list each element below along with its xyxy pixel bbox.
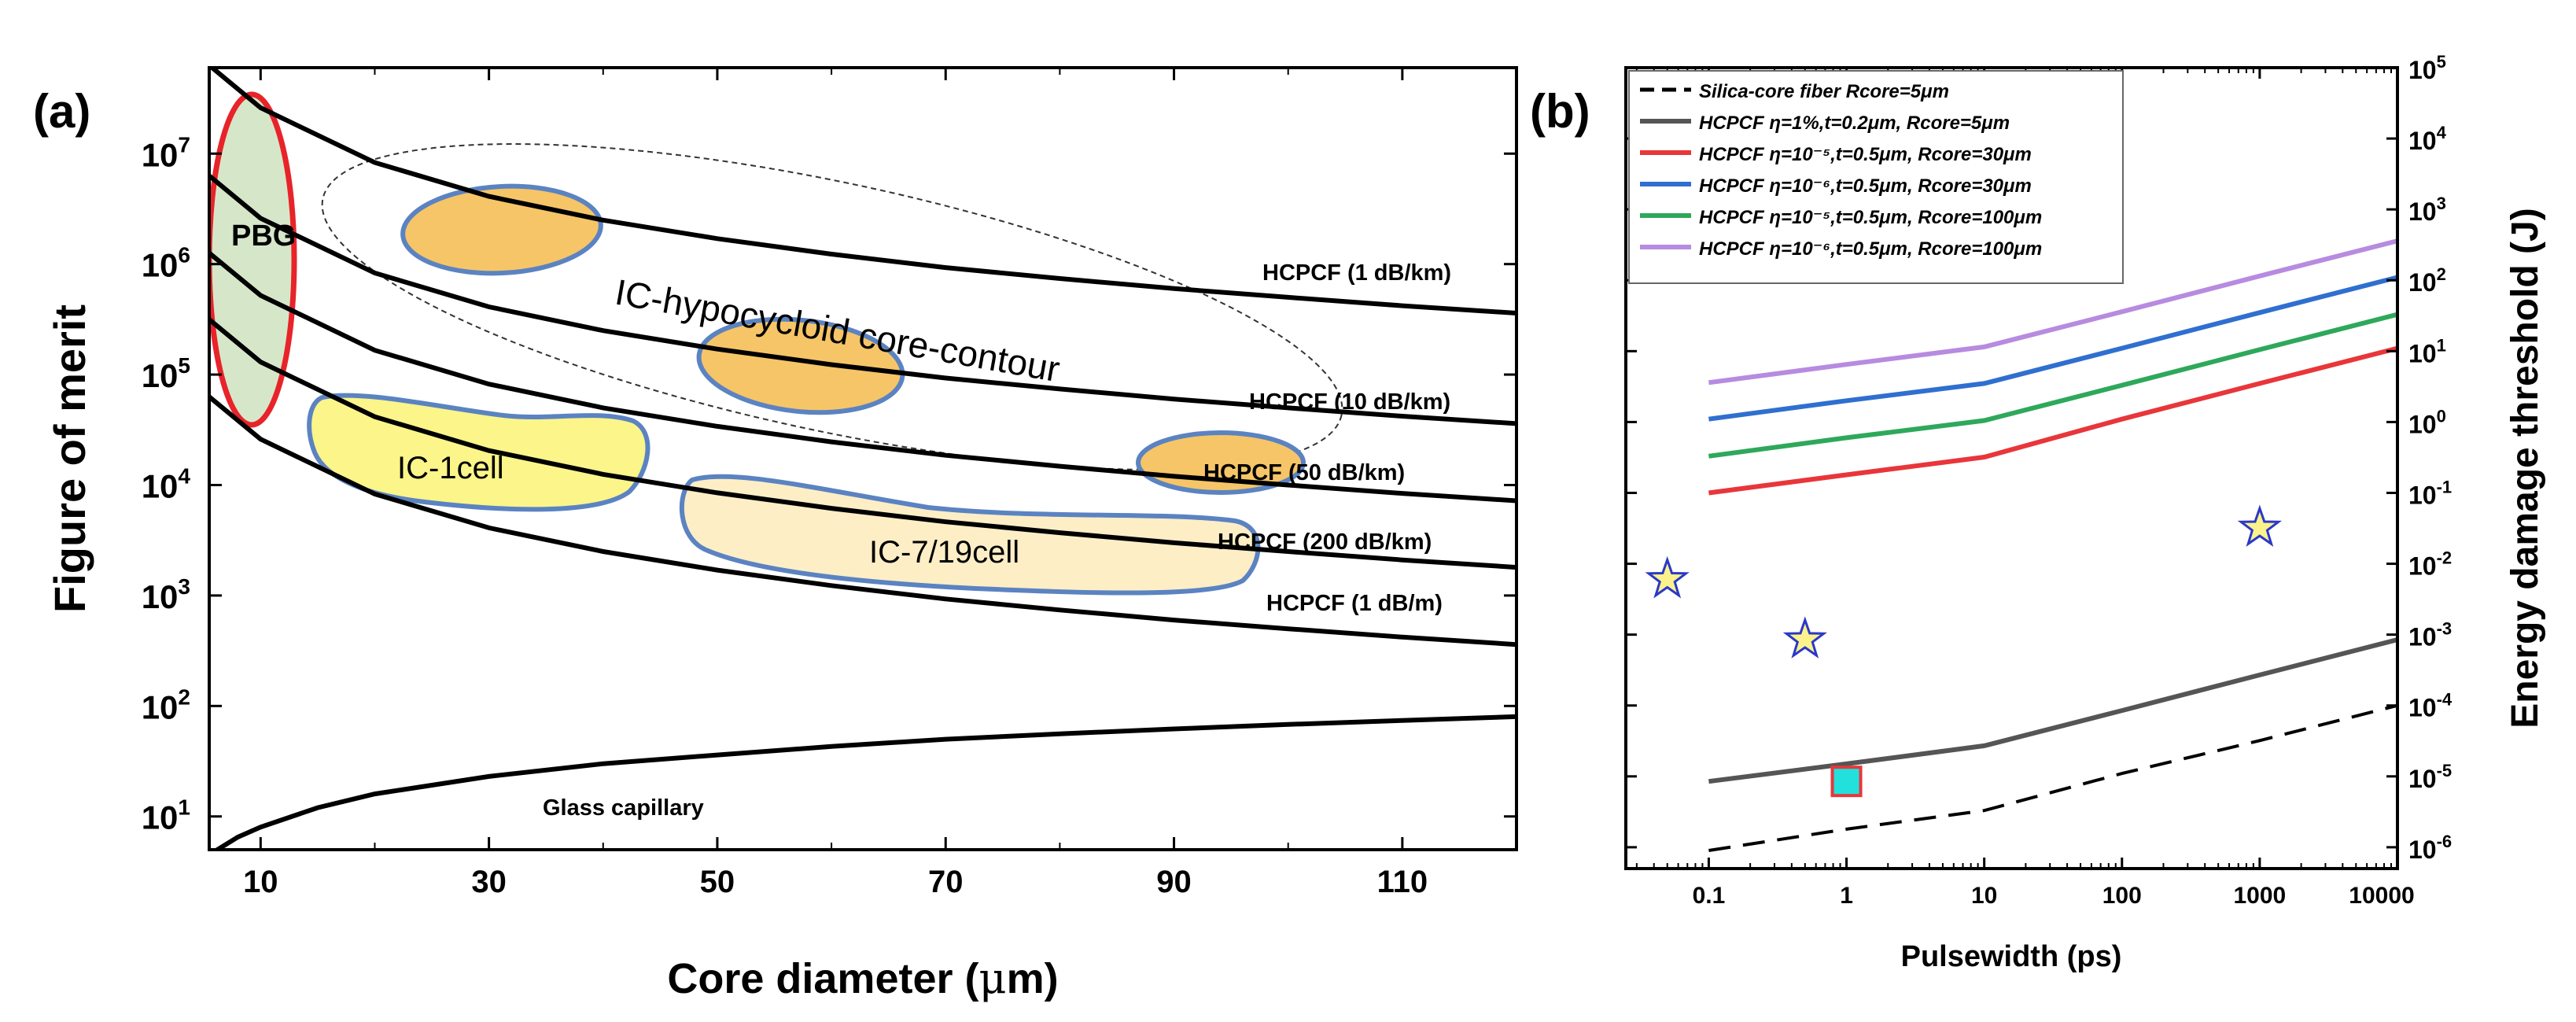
label-glass-capillary: Glass capillary (543, 795, 704, 821)
panel-a-x-tick-labels: 10 30 50 70 90 110 (243, 865, 1428, 899)
y-tick-label: 105 (2408, 52, 2446, 84)
hypocycloid-dashed-envelope (321, 143, 1343, 470)
panel-a-y-axis-title: Figure of merit (45, 304, 94, 613)
y-tick-label: 10-6 (2408, 832, 2452, 864)
star-marker (1645, 555, 1690, 599)
hypocycloid-region-2 (696, 316, 905, 415)
x-tick-label: 50 (700, 865, 735, 899)
label-hcpcf-50dbkm: HCPCF (50 dB/km) (1203, 460, 1405, 485)
star-marker (1782, 616, 1827, 659)
panel-a: (a) 10 30 50 70 90 (33, 66, 1518, 1003)
y-tick-label: 106 (142, 243, 190, 284)
legend-entry: HCPCF η=10⁻⁶,t=0.5μm, Rcore=30μm (1699, 175, 2032, 197)
y-tick-label: 10-5 (2408, 761, 2452, 793)
legend-entry: Silica-core fiber Rcore=5μm (1699, 81, 1949, 102)
legend-entry: HCPCF η=1%,t=0.2μm, Rcore=5μm (1699, 113, 2010, 134)
panel-a-label: (a) (33, 85, 90, 138)
y-tick-label: 10-2 (2408, 548, 2452, 581)
y-tick-label: 101 (2408, 335, 2446, 367)
series-hcpcf-1e-6-30um (1708, 275, 2397, 422)
panel-a-y-tick-labels: 101 102 103 104 105 106 107 (142, 132, 191, 836)
curve-hcpcf-1dbkm (209, 68, 1516, 315)
panel-a-curve-labels: HCPCF (1 dB/km) HCPCF (10 dB/km) HCPCF (… (543, 260, 1451, 821)
y-tick-label: 100 (2408, 406, 2446, 438)
panel-b-legend: Silica-core fiber Rcore=5μm HCPCF η=1%,t… (1628, 70, 2124, 284)
panel-b-markers (1645, 504, 2283, 798)
panel-b-x-tick-labels: 0.1 1 10 100 1000 10000 (1693, 883, 2415, 909)
y-tick-label: 102 (142, 684, 190, 725)
panel-a-ticks (209, 68, 1517, 850)
x-tick-label: 100 (2102, 883, 2142, 909)
legend-entry: HCPCF η=10⁻⁵,t=0.5μm, Rcore=100μm (1699, 207, 2042, 228)
x-tick-label: 10 (243, 865, 278, 899)
label-pbg: PBG (231, 220, 296, 253)
panel-b-series (1708, 238, 2397, 852)
series-hcpcf-1e-5-30um (1708, 345, 2397, 496)
y-tick-label: 104 (2408, 123, 2447, 155)
panel-b-label: (b) (1530, 85, 1590, 138)
square-marker (1830, 766, 1863, 798)
label-ic-7-19cell: IC-7/19cell (869, 535, 1019, 570)
x-tick-label: 10000 (2349, 883, 2414, 909)
x-tick-label: 1000 (2234, 883, 2287, 909)
panel-a-plot-frame (208, 66, 1518, 851)
y-tick-label: 101 (142, 795, 190, 836)
label-hcpcf-1dbkm: HCPCF (1 dB/km) (1262, 260, 1451, 286)
star-marker (2237, 504, 2283, 547)
x-tick-label: 70 (928, 865, 964, 899)
x-tick-label: 0.1 (1693, 883, 1726, 909)
y-tick-label: 105 (142, 353, 190, 394)
curve-hcpcf-1dbm (209, 394, 1516, 648)
curve-hcpcf-50dbkm (209, 251, 1516, 504)
pbg-region (209, 91, 297, 428)
y-tick-label: 104 (142, 463, 191, 504)
label-hcpcf-200dbkm: HCPCF (200 dB/km) (1218, 529, 1432, 555)
x-tick-label: 90 (1156, 865, 1192, 899)
label-hcpcf-1dbm: HCPCF (1 dB/m) (1266, 591, 1443, 616)
panel-b-plot-frame (1624, 66, 2399, 870)
panel-a-x-axis-title: Core diameter (μm) (667, 954, 1058, 1003)
label-hcpcf-10dbkm: HCPCF (10 dB/km) (1249, 389, 1450, 415)
legend-box (1628, 70, 2124, 284)
label-ic-1cell: IC-1cell (397, 451, 504, 485)
series-silica-core (1708, 703, 2397, 852)
series-hcpcf-eta-1pct (1708, 637, 2397, 784)
curve-glass-capillary (212, 714, 1516, 850)
legend-entry: HCPCF η=10⁻⁶,t=0.5μm, Rcore=100μm (1699, 238, 2042, 260)
y-tick-label: 10-4 (2408, 690, 2453, 722)
panel-b-x-axis-title: Pulsewidth (ps) (1901, 940, 2122, 973)
x-tick-label: 110 (1377, 865, 1428, 899)
legend-entry: HCPCF η=10⁻⁵,t=0.5μm, Rcore=30μm (1699, 144, 2032, 165)
x-tick-label: 1 (1840, 883, 1853, 909)
y-tick-label: 102 (2408, 264, 2446, 297)
curve-hcpcf-200dbkm (209, 317, 1516, 570)
panel-b-y-tick-labels: 10-6 10-5 10-4 10-3 10-2 10-1 100 101 10… (2408, 52, 2453, 864)
x-tick-label: 10 (1971, 883, 1997, 909)
x-tick-label: 30 (471, 865, 507, 899)
curve-hcpcf-10dbkm (209, 174, 1516, 426)
y-tick-label: 103 (2408, 194, 2446, 226)
panel-a-curves (209, 68, 1516, 850)
hypocycloid-region-1 (400, 183, 603, 276)
y-tick-label: 107 (142, 132, 190, 173)
series-hcpcf-1e-5-100um (1708, 312, 2397, 459)
y-tick-label: 103 (142, 574, 190, 615)
series-hcpcf-1e-6-100um (1708, 238, 2397, 386)
y-tick-label: 10-3 (2408, 619, 2452, 651)
panel-b: (b) 0.1 1 10 100 1000 10000 1 (1530, 52, 2546, 973)
panel-b-y-axis-title: Energy damage threshold (J) (2504, 208, 2546, 728)
y-tick-label: 10-1 (2408, 477, 2452, 509)
